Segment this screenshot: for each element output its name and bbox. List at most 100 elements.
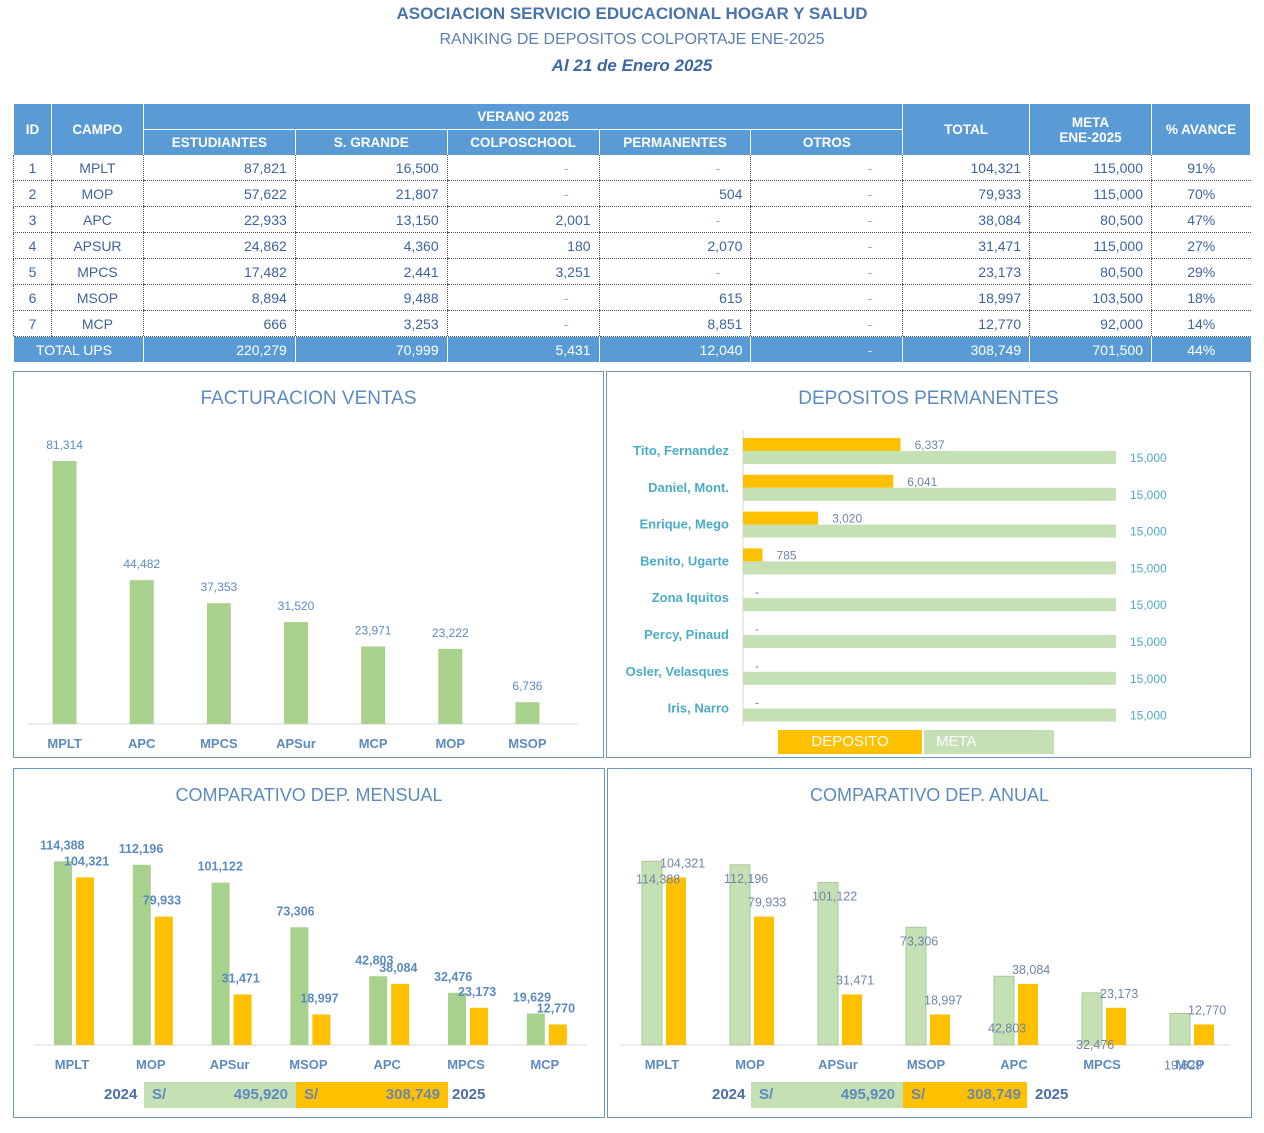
label-2024: 32,476 xyxy=(1076,1038,1114,1052)
deposito-bar xyxy=(743,548,763,562)
cell-permanentes: 12,040 xyxy=(598,336,751,362)
header-otros: OTROS xyxy=(750,129,904,155)
bar-2024 xyxy=(993,975,1015,1046)
cell-estudiantes: 666 xyxy=(142,310,296,337)
x-tick-label: MSOP xyxy=(508,736,547,751)
total-row: TOTAL UPS 220,279 70,999 5,431 12,040-308,74… xyxy=(13,336,1251,362)
cell-permanentes: - xyxy=(598,206,751,233)
bar-2025 xyxy=(666,877,686,1045)
total-2025-box: S/ 308,749 xyxy=(903,1082,1027,1108)
bar-2024 xyxy=(1169,1012,1191,1046)
meta-label: 15,000 xyxy=(1130,598,1167,612)
bar-2024 xyxy=(448,992,466,1045)
cell-total: 79,933 xyxy=(902,180,1030,207)
bar xyxy=(129,580,154,724)
cell-otros: - xyxy=(750,284,903,311)
chart-title: COMPARATIVO DEP. ANUAL xyxy=(809,785,1050,805)
y-tick-label: Enrique, Mego xyxy=(639,517,729,532)
x-tick-label: APSur xyxy=(276,736,316,751)
x-tick-label: MPLT xyxy=(47,736,81,751)
deposito-label: 6,041 xyxy=(907,475,937,489)
cell-permanentes: - xyxy=(598,258,751,285)
cell-sgrande: 4,360 xyxy=(294,232,448,259)
total-year-2025: 2025 xyxy=(452,1086,486,1103)
legend-deposito: DEPOSITO xyxy=(778,730,922,754)
label-2025: 23,173 xyxy=(1100,987,1138,1001)
bar-2025 xyxy=(1106,1007,1126,1045)
meta-bar xyxy=(743,598,1116,612)
table-row: 2 MOP 57,622 21,807-504-79,933 115,000 70% xyxy=(13,180,1251,207)
x-tick-label: MPCS xyxy=(447,1057,485,1072)
depositos-permanentes-chart: Tito, Fernandez 6,337 15,000 Daniel, Mont. 6… xyxy=(626,430,1167,726)
label-2024: 19,629 xyxy=(1164,1058,1202,1072)
total-2025-value: 308,749 xyxy=(966,1086,1021,1103)
header-colposchool: COLPOSCHOOL xyxy=(446,129,600,155)
meta-label: 15,000 xyxy=(1130,672,1167,686)
cell-avance: 91% xyxy=(1151,155,1251,181)
x-tick-label: APC xyxy=(128,736,156,751)
cell-estudiantes: 22,933 xyxy=(142,206,296,233)
header-sgrande: S. GRANDE xyxy=(294,129,448,155)
cell-permanentes: 615 xyxy=(598,284,751,311)
comparativo-mensual-panel: COMPARATIVO DEP. MENSUAL 114,388 104,321 M… xyxy=(13,768,605,1118)
data-label: 23,222 xyxy=(432,626,469,640)
deposito-bar xyxy=(743,474,894,488)
cell-meta: 115,000 xyxy=(1029,232,1152,259)
cell-avance: 14% xyxy=(1151,310,1251,337)
bar-2025 xyxy=(548,1024,567,1045)
y-tick-label: Tito, Fernandez xyxy=(633,443,729,458)
bar-2024 xyxy=(132,864,151,1045)
label-2024: 112,196 xyxy=(119,842,164,856)
label-2024: 42,803 xyxy=(988,1021,1026,1035)
meta-bar xyxy=(743,451,1116,464)
cell-sgrande: 2,441 xyxy=(294,258,448,285)
cell-meta: 103,500 xyxy=(1029,284,1152,311)
currency-symbol: S/ xyxy=(304,1086,319,1103)
header-estudiantes: ESTUDIANTES xyxy=(142,129,296,155)
total-year-2025: 2025 xyxy=(1035,1086,1069,1103)
y-tick-label: Benito, Ugarte xyxy=(640,553,729,568)
cell-permanentes: 8,851 xyxy=(598,310,751,337)
comparativo-anual-chart: 114,388 104,321 MPLT 112,196 79,933 MOP 101,12… xyxy=(620,856,1230,1072)
y-tick-label: Zona Iquitos xyxy=(652,590,729,605)
cell-permanentes: 2,070 xyxy=(598,232,751,259)
cell-total: 18,997 xyxy=(902,284,1030,311)
header-id: ID xyxy=(13,104,52,155)
organization-title: ASOCIACION SERVICIO EDUCACIONAL HOGAR Y … xyxy=(396,4,868,23)
deposito-label: - xyxy=(755,622,759,636)
bar-2025 xyxy=(470,1007,488,1045)
comparativo-mensual-chart: 114,388 104,321 MPLT 112,196 79,933 MOP 101,12… xyxy=(34,838,587,1072)
bar-2025 xyxy=(1018,983,1038,1045)
meta-bar xyxy=(743,561,1116,575)
label-2025: 12,770 xyxy=(1188,1003,1226,1017)
bar-2024 xyxy=(905,926,927,1046)
cell-sgrande: 3,253 xyxy=(294,310,448,337)
x-tick-label: MPLT xyxy=(645,1057,679,1072)
bar-2025 xyxy=(754,916,774,1045)
total-2025-value: 308,749 xyxy=(385,1086,440,1103)
bar-2025 xyxy=(391,983,410,1045)
facturacion-ventas-panel: FACTURACION VENTAS 81,314 MPLT 44,482 APC 37… xyxy=(13,371,604,758)
cell-colposchool: 2,001 xyxy=(446,206,600,233)
cell-sgrande: 13,150 xyxy=(294,206,448,233)
cell-avance: 29% xyxy=(1151,258,1251,285)
facturacion-ventas-chart: 81,314 MPLT 44,482 APC 37,353 MPCS 31,520 APSur… xyxy=(28,438,578,751)
bar-2024 xyxy=(729,864,751,1046)
y-tick-label: Daniel, Mont. xyxy=(648,480,729,495)
cell-campo: APC xyxy=(50,206,144,233)
x-tick-label: MPLT xyxy=(55,1057,89,1072)
table-row: 7 MCP 666 3,253-8,851-12,770 92,000 14% xyxy=(13,310,1251,337)
x-tick-label: APC xyxy=(1000,1057,1028,1072)
x-tick-label: MOP xyxy=(435,736,465,751)
meta-bar xyxy=(743,708,1116,722)
bar-2024 xyxy=(526,1013,545,1045)
x-tick-label: MOP xyxy=(136,1057,166,1072)
currency-symbol: S/ xyxy=(911,1086,926,1103)
x-tick-label: APSur xyxy=(818,1057,858,1072)
currency-symbol: S/ xyxy=(152,1086,167,1103)
bar-2025 xyxy=(154,916,173,1045)
x-tick-label: MOP xyxy=(735,1057,765,1072)
cell-id: 2 xyxy=(13,180,52,207)
cell-otros: - xyxy=(750,180,903,207)
total-2024-box: S/ 495,920 xyxy=(751,1082,903,1108)
